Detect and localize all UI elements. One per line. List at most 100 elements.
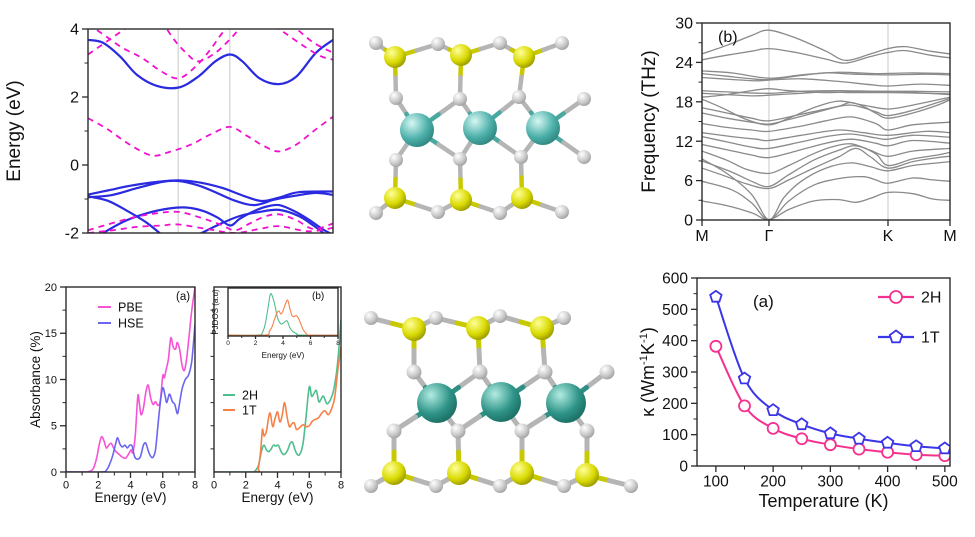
atom-g <box>555 205 569 219</box>
atom-g <box>389 153 403 167</box>
series-group <box>702 29 950 220</box>
x-tick-label: 2 <box>254 340 258 347</box>
atom-g <box>577 92 591 106</box>
y-tick-label: 6 <box>684 173 693 190</box>
atom-g <box>389 91 403 105</box>
thermal-conductivity-panel: 0 100 200 300 400 500 600 100 200 300 400 500 Temper… <box>638 262 975 537</box>
atom-g <box>555 36 569 50</box>
marker-pentagon <box>909 439 923 453</box>
atom-g <box>429 311 443 325</box>
crystal-structure-2h <box>369 36 591 220</box>
marker-pentagon <box>737 371 752 385</box>
series-5 <box>702 143 950 175</box>
series-cb-pbe-3 <box>165 29 242 63</box>
series-20 <box>702 29 950 62</box>
atom-g <box>493 206 507 220</box>
pjdos-inset-panel: 0 2 4 6 8 Energy (eV) PJDOS (a.u) (b) <box>205 262 355 382</box>
legend-label: HSE <box>118 316 144 330</box>
phonon-dispersion-panel: 30 24 18 12 6 0 M Γ K M Frequency (THz) (b) <box>635 0 975 252</box>
marker-pentagon <box>766 403 780 417</box>
atom-g <box>431 37 445 51</box>
y-tick-label: 12 <box>675 134 693 151</box>
y-tick-label: 500 <box>662 302 688 319</box>
series-8 <box>702 129 950 142</box>
atom-y <box>402 317 426 341</box>
x-tick-label: Γ <box>765 228 774 245</box>
atom-g <box>369 36 383 50</box>
atom-t <box>463 111 497 145</box>
series-1T <box>214 346 341 472</box>
legend-label: PBE <box>118 300 143 314</box>
x-tick-label: 500 <box>932 474 958 491</box>
series-vb-pbe-1 <box>88 210 333 232</box>
series-4 <box>702 145 950 188</box>
atom-y <box>575 463 599 487</box>
y-tick-label: 600 <box>662 270 688 287</box>
atom-g <box>579 423 595 439</box>
series-vb-blue-4 <box>101 203 333 233</box>
series-vb-blue-5 <box>199 208 326 233</box>
atom-y <box>450 189 472 211</box>
band-structure-plot: 4 2 0 -2 Energy (eV) <box>4 22 334 243</box>
series-16 <box>702 76 950 87</box>
y-tick-label: 30 <box>675 16 693 33</box>
atom-y <box>447 461 471 485</box>
atom-y <box>513 46 535 68</box>
atom-g <box>369 206 383 220</box>
series-1T-pjdos <box>228 299 338 336</box>
y-tick-label: 0 <box>684 213 693 230</box>
panel-label: (b) <box>312 291 324 302</box>
pjdos-inset-plot: 0 2 4 6 8 Energy (eV) PJDOS (a.u) (b) <box>211 287 340 360</box>
series-group <box>214 319 341 472</box>
x-tick-label: 6 <box>306 479 312 491</box>
legend-label: 2H <box>921 290 941 307</box>
panel-label: (a) <box>753 292 774 311</box>
atom-g <box>493 36 507 50</box>
series-cb-pbe-1 <box>88 29 127 56</box>
x-axis-label: Energy (eV) <box>94 490 166 505</box>
atom-g <box>514 150 528 164</box>
marker-pentagon <box>709 289 723 303</box>
atom-g <box>514 423 530 439</box>
series-0 <box>702 191 950 220</box>
y-tick-label: 20 <box>45 282 57 294</box>
plot-frame <box>87 28 334 234</box>
series-vb-blue-2 <box>88 179 333 207</box>
y-tick-label: 200 <box>662 396 688 413</box>
atom-y <box>511 187 533 209</box>
series-6 <box>702 138 950 159</box>
series-group <box>88 29 333 233</box>
thermal-conductivity-plot: 0 100 200 300 400 500 600 100 200 300 400 500 Temper… <box>638 270 958 511</box>
series-11 <box>702 97 950 122</box>
series-7 <box>702 133 950 150</box>
series-midgap-pbe <box>88 115 333 157</box>
y-axis-label: Absorbance (%) <box>28 331 43 428</box>
x-tick-label: M <box>943 228 956 245</box>
series-group <box>228 293 338 336</box>
legend-label: 1T <box>242 403 257 417</box>
series-18 <box>702 70 950 79</box>
band-structure-panel: 4 2 0 -2 Energy (eV) <box>0 0 345 252</box>
series-group <box>709 289 950 463</box>
x-tick-label: 4 <box>274 479 280 491</box>
x-tick-label: 8 <box>192 479 198 491</box>
marker-pentagon <box>823 426 838 440</box>
atom-g <box>453 92 467 106</box>
series-19 <box>702 47 950 64</box>
y-axis-label: Energy (eV) <box>4 80 25 181</box>
x-tick-label: 4 <box>127 479 133 491</box>
x-tick-label: 200 <box>760 474 786 491</box>
atom-y <box>382 461 406 485</box>
x-tick-label: 300 <box>817 474 843 491</box>
atom-g <box>364 311 378 325</box>
atom-y <box>530 316 554 340</box>
atom-g <box>493 479 507 493</box>
marker-circle <box>766 421 780 435</box>
y-tick-label: 10 <box>45 374 57 386</box>
series-2H <box>214 319 341 472</box>
y-tick-label: 4 <box>70 22 79 39</box>
atom-g <box>512 90 526 104</box>
marker-pentagon <box>888 329 904 344</box>
